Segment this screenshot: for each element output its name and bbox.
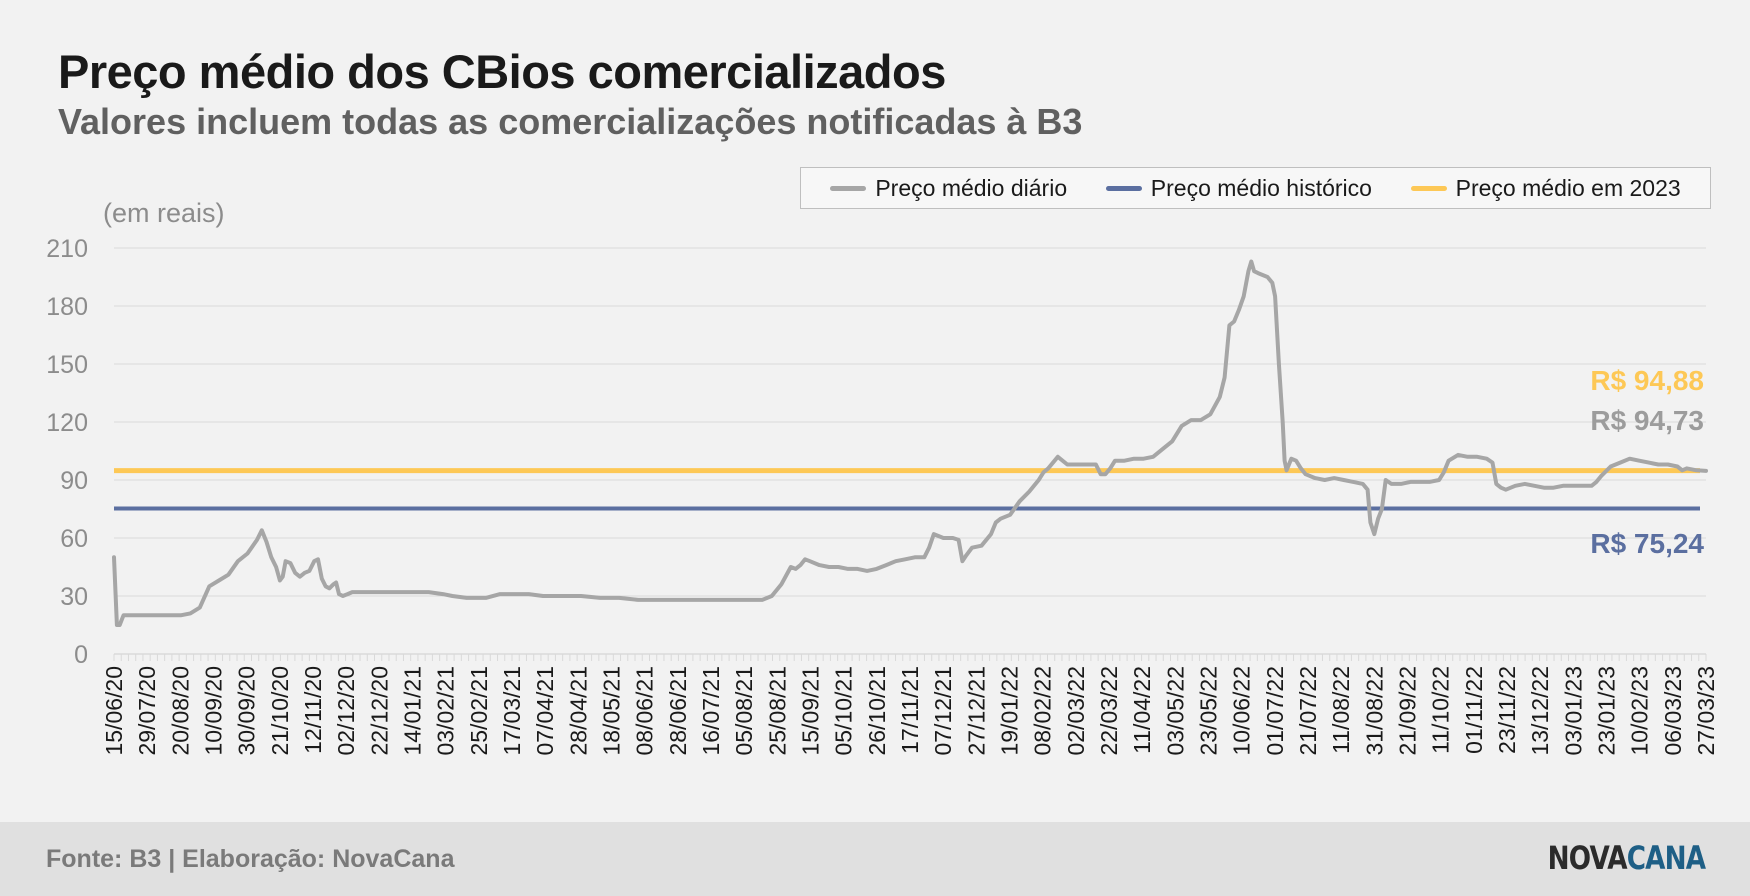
x-tick-label: 03/01/23 — [1560, 666, 1586, 756]
legend-item-daily: Preço médio diário — [830, 175, 1067, 202]
x-tick-label: 18/05/21 — [599, 666, 625, 756]
x-tick-label: 28/06/21 — [665, 666, 691, 756]
x-tick-label: 11/04/22 — [1129, 666, 1155, 754]
x-tick-label: 14/01/21 — [400, 666, 426, 756]
legend-swatch-2023 — [1410, 185, 1447, 191]
legend-swatch-historical — [1105, 185, 1142, 191]
x-tick-label: 22/12/20 — [366, 666, 392, 756]
x-tick-label: 21/09/22 — [1395, 666, 1421, 756]
x-tick-label: 21/07/22 — [1295, 666, 1321, 756]
x-tick-label: 19/01/22 — [997, 666, 1023, 756]
legend-item-2023: Preço médio em 2023 — [1410, 174, 1681, 202]
label-historical-average: R$ 75,24 — [1590, 528, 1704, 559]
y-tick-label: 180 — [46, 293, 88, 321]
y-tick-label: 0 — [74, 641, 88, 669]
logo-text-cana: CANA — [1626, 839, 1705, 877]
x-tick-label: 12/11/20 — [300, 666, 326, 754]
x-tick-label: 08/02/22 — [1030, 666, 1056, 756]
x-tick-label: 10/02/23 — [1627, 666, 1653, 756]
legend-label-2023: Preço médio em 2023 — [1455, 174, 1681, 201]
legend-label-historical: Preço médio histórico — [1150, 174, 1372, 201]
legend-swatch-daily — [830, 185, 867, 191]
y-tick-label: 120 — [46, 409, 88, 437]
x-tick-label: 21/10/20 — [267, 666, 293, 756]
x-tick-label: 10/06/22 — [1229, 666, 1255, 756]
x-tick-label: 25/02/21 — [466, 666, 492, 756]
x-tick-label: 27/12/21 — [963, 666, 989, 756]
x-tick-label: 28/04/21 — [565, 666, 591, 756]
y-tick-label: 210 — [46, 235, 88, 263]
x-tick-label: 13/12/22 — [1527, 666, 1553, 756]
label-2023-average: R$ 94,88 — [1590, 365, 1704, 396]
y-tick-label: 30 — [60, 583, 88, 611]
chart-legend: Preço médio diário Preço médio histórico… — [800, 167, 1711, 209]
x-tick-label: 23/05/22 — [1196, 666, 1222, 756]
x-tick-label: 29/07/20 — [134, 666, 160, 756]
x-tick-label: 01/07/22 — [1262, 666, 1288, 756]
x-tick-label: 15/09/21 — [798, 666, 824, 756]
x-tick-label: 30/09/20 — [234, 666, 260, 756]
x-tick-label: 20/08/20 — [167, 666, 193, 756]
x-tick-label: 02/12/20 — [333, 666, 359, 756]
y-axis-label: (em reais) — [103, 198, 225, 228]
logo-text-nova: NOVA — [1547, 839, 1627, 877]
x-tick-label: 23/01/23 — [1594, 666, 1620, 756]
x-tick-label: 06/03/23 — [1660, 666, 1686, 756]
x-tick-label: 31/08/22 — [1361, 666, 1387, 756]
label-daily-latest: R$ 94,73 — [1590, 405, 1704, 436]
x-tick-label: 07/12/21 — [930, 666, 956, 756]
x-tick-label: 03/02/21 — [433, 666, 459, 756]
chart-title: Preço médio dos CBios comercializados — [58, 45, 946, 98]
footer-bar: Fonte: B3 | Elaboração: NovaCana NOVACAN… — [0, 822, 1750, 896]
x-tick-label: 25/08/21 — [764, 666, 790, 756]
y-tick-label: 150 — [46, 351, 88, 379]
x-tick-label: 15/06/20 — [101, 666, 127, 756]
x-tick-label: 03/05/22 — [1162, 666, 1188, 756]
x-tick-label: 05/10/21 — [831, 666, 857, 756]
x-tick-label: 02/03/22 — [1063, 666, 1089, 756]
x-tick-label: 26/10/21 — [864, 666, 890, 756]
y-tick-label: 90 — [60, 467, 88, 495]
x-tick-label: 10/09/20 — [201, 666, 227, 756]
x-tick-label: 22/03/22 — [1096, 666, 1122, 756]
x-tick-label: 11/08/22 — [1328, 666, 1354, 754]
legend-item-historical: Preço médio histórico — [1105, 174, 1372, 202]
x-tick-label: 16/07/21 — [698, 666, 724, 756]
y-tick-label: 60 — [60, 525, 88, 553]
x-tick-label: 08/06/21 — [632, 666, 658, 756]
x-tick-label: 07/04/21 — [532, 666, 558, 756]
x-tick-label: 17/03/21 — [499, 666, 525, 756]
source-credit: Fonte: B3 | Elaboração: NovaCana — [46, 845, 455, 873]
line-chart: (em reais) 0 30 60 90 120 150 180 210 15/06/20 29/… — [46, 198, 1719, 756]
x-tick-label: 01/11/22 — [1461, 666, 1487, 754]
x-tick-label: 05/08/21 — [731, 666, 757, 756]
legend-label-daily: Preço médio diário — [875, 174, 1068, 201]
x-tick-label: 17/11/21 — [897, 666, 923, 754]
x-tick-label: 27/03/23 — [1693, 666, 1719, 756]
x-tick-label: 11/10/22 — [1428, 666, 1454, 754]
daily-price-line — [112, 259, 1708, 627]
novacana-logo: NOVACANA — [1547, 839, 1705, 877]
x-tick-label: 23/11/22 — [1494, 666, 1520, 754]
chart-subtitle: Valores incluem todas as comercializaçõe… — [58, 101, 1083, 142]
